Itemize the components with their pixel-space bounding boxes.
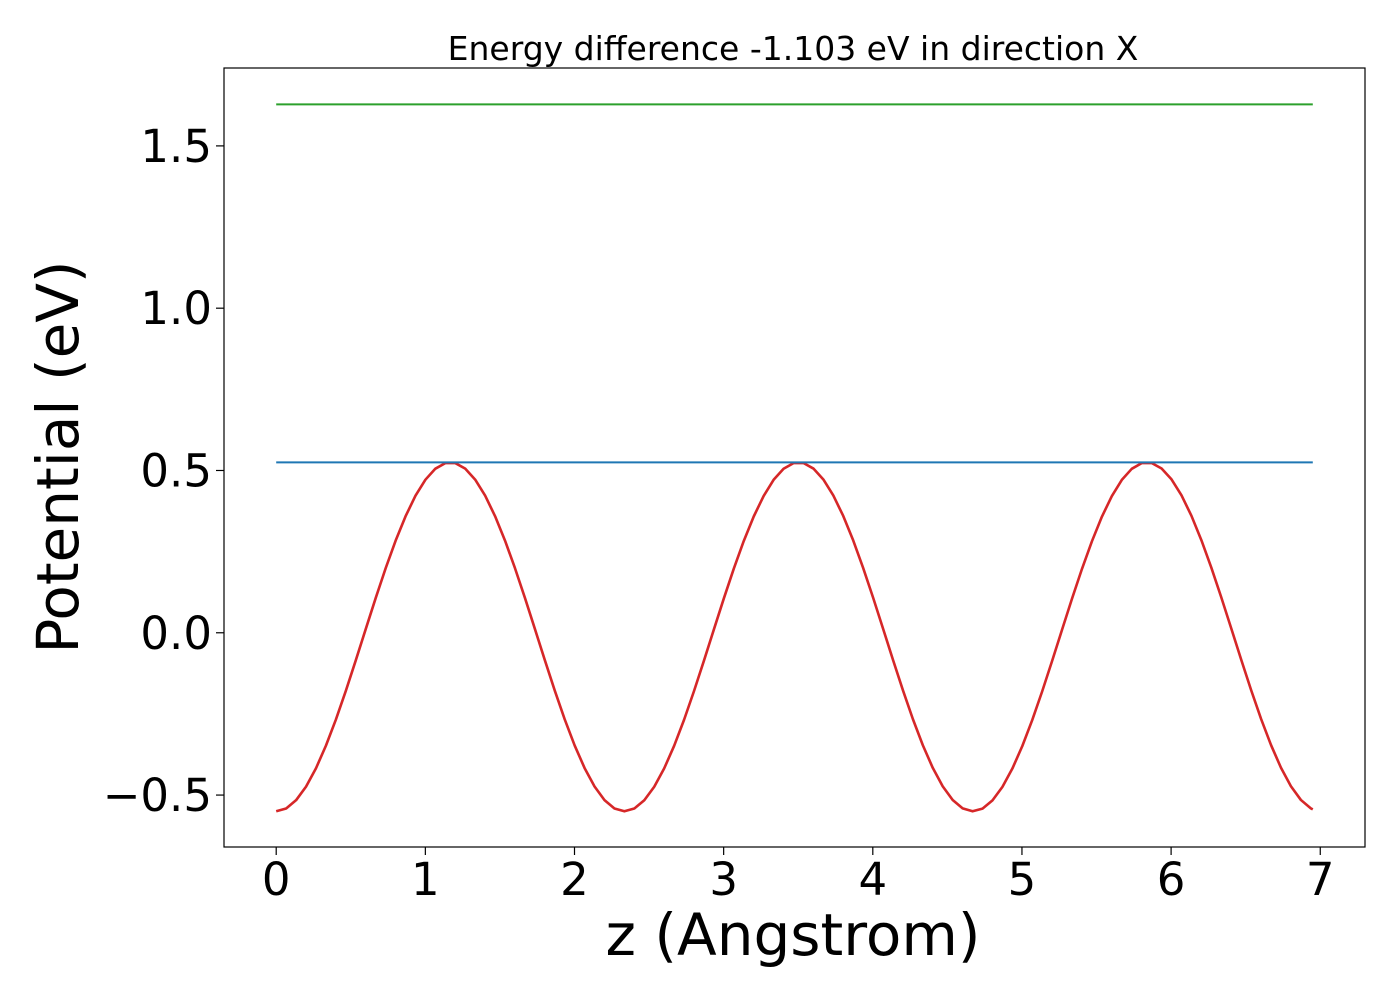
x-tick-label-6: 6 — [1157, 853, 1186, 906]
x-tick-label-3: 3 — [709, 853, 738, 906]
y-tick-label-0: −0.5 — [103, 769, 212, 822]
x-tick-label-0: 0 — [262, 853, 291, 906]
x-tick-label-7: 7 — [1306, 853, 1335, 906]
x-axis-label: z (Angstrom) — [606, 901, 981, 969]
y-tick-label-4: 1.5 — [140, 120, 212, 173]
x-axis: 0 1 2 3 4 5 6 7 — [262, 847, 1335, 906]
y-tick-label-2: 0.5 — [140, 444, 212, 497]
x-tick-label-5: 5 — [1008, 853, 1037, 906]
x-tick-label-2: 2 — [560, 853, 589, 906]
y-axis-label: Potential (eV) — [24, 260, 92, 653]
series-line-0 — [275, 461, 1314, 813]
chart-title: Energy difference -1.103 eV in direction… — [448, 29, 1139, 68]
plot-area-frame — [223, 67, 1366, 848]
y-axis: −0.5 0.0 0.5 1.0 1.5 — [103, 120, 224, 822]
y-tick-label-1: 0.0 — [140, 607, 212, 660]
y-tick-label-3: 1.0 — [140, 282, 212, 335]
x-tick-label-4: 4 — [858, 853, 887, 906]
series-layer — [275, 103, 1314, 813]
x-tick-label-1: 1 — [411, 853, 440, 906]
